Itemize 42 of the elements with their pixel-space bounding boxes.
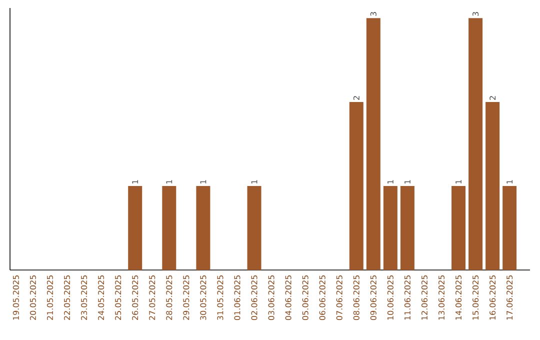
- x-tick-label: 03.06.2025: [268, 275, 274, 320]
- x-tick-label: 13.06.2025: [438, 275, 445, 320]
- data-label: 1: [506, 180, 512, 184]
- data-label: 1: [166, 180, 172, 184]
- x-tick-label: 09.06.2025: [370, 275, 376, 320]
- x-tick-label: 31.05.2025: [217, 275, 224, 320]
- data-label: 1: [456, 180, 462, 184]
- data-label: 2: [490, 96, 496, 100]
- data-label: 3: [370, 12, 376, 16]
- x-tick-label: 02.06.2025: [251, 275, 258, 320]
- x-tick-label: 24.05.2025: [98, 275, 104, 320]
- x-tick-label: 04.06.2025: [285, 275, 292, 320]
- x-tick-label: 08.06.2025: [353, 275, 360, 320]
- data-label: 1: [132, 180, 138, 184]
- x-tick-label: 22.05.2025: [64, 275, 70, 320]
- x-tick-label: 23.05.2025: [81, 275, 88, 320]
- x-tick-label: 12.06.2025: [421, 275, 428, 320]
- data-label: 1: [251, 180, 258, 184]
- x-tick-label: 10.06.2025: [387, 275, 394, 320]
- x-tick-label: 14.06.2025: [455, 275, 462, 320]
- x-tick-label: 25.05.2025: [115, 275, 122, 320]
- x-tick-label: 30.05.2025: [200, 275, 206, 320]
- x-tick-label: 16.06.2025: [490, 275, 496, 320]
- x-tick-label: 26.05.2025: [132, 275, 138, 320]
- x-tick-label: 17.06.2025: [506, 275, 513, 320]
- x-tick-label: 07.06.2025: [336, 275, 342, 320]
- x-tick-label: 01.06.2025: [234, 275, 240, 320]
- data-label: 1: [404, 180, 410, 184]
- x-tick-label: 15.06.2025: [472, 275, 479, 320]
- x-tick-label: 27.05.2025: [149, 275, 156, 320]
- x-tick-label: 29.05.2025: [183, 275, 190, 320]
- data-label: 2: [353, 96, 360, 100]
- data-label: 1: [388, 180, 394, 184]
- x-tick-label: 06.06.2025: [319, 275, 326, 320]
- data-label: 3: [472, 12, 479, 16]
- x-tick-label: 11.06.2025: [404, 275, 410, 320]
- data-label: 1: [200, 180, 206, 184]
- x-tick-label: 05.06.2025: [302, 275, 308, 320]
- x-tick-label: 28.05.2025: [166, 275, 172, 320]
- x-tick-label: 20.05.2025: [30, 275, 36, 320]
- x-tick-label: 21.05.2025: [46, 275, 54, 320]
- x-tick-label: 19.05.2025: [12, 275, 19, 320]
